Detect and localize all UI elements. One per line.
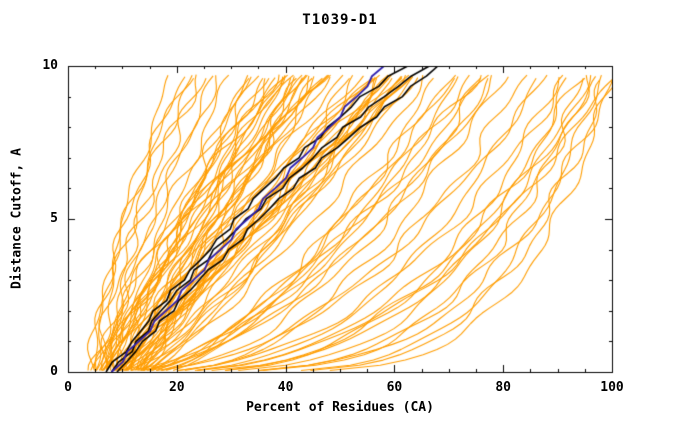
x-tick-label: 20 (168, 380, 185, 395)
x-tick-label: 80 (495, 380, 512, 395)
x-tick-label: 100 (600, 380, 624, 395)
y-tick-label: 10 (42, 58, 58, 73)
chart-title: T1039-D1 (302, 12, 378, 28)
x-tick-label: 60 (386, 380, 403, 395)
x-tick-label: 40 (277, 380, 294, 395)
y-tick-label: 0 (50, 364, 58, 379)
x-axis-label: Percent of Residues (CA) (246, 400, 434, 415)
x-tick-label: 0 (64, 380, 72, 395)
y-tick-label: 5 (50, 211, 58, 226)
